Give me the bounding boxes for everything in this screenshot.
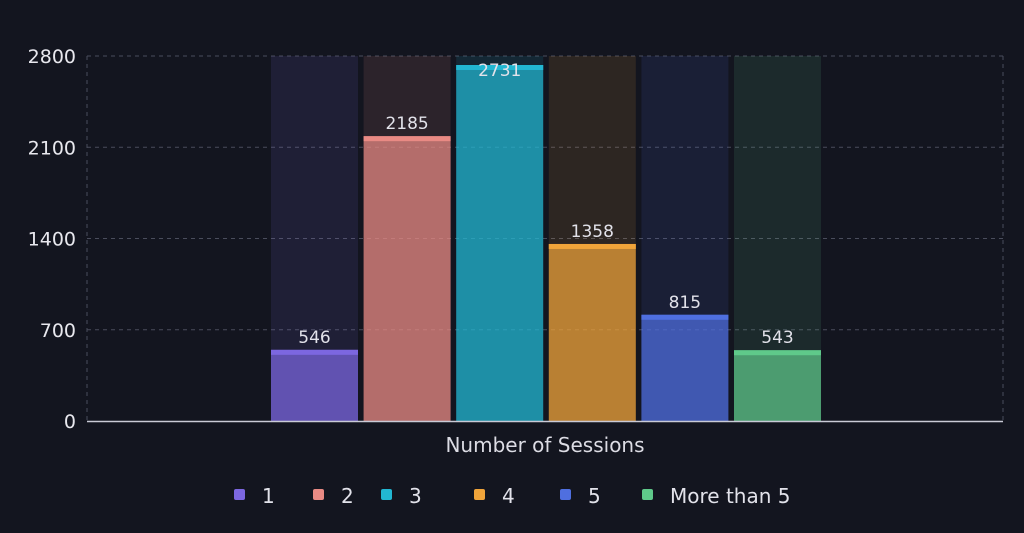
bar-cap	[641, 314, 729, 320]
legend-swatch	[234, 489, 245, 500]
legend-label: 4	[502, 484, 515, 508]
bars	[271, 64, 821, 422]
legend-label: More than 5	[670, 484, 790, 508]
bar[interactable]	[271, 349, 358, 421]
data-label: 1358	[571, 222, 614, 242]
data-labels: 546 2185 2731 1358 815 543	[298, 61, 793, 348]
legend-label: 3	[409, 484, 422, 508]
x-axis-title: Number of Sessions	[445, 433, 644, 457]
y-tick-label: 2800	[28, 46, 76, 68]
y-tick-label: 0	[64, 411, 76, 433]
legend-swatch	[474, 489, 485, 500]
bar-cap	[363, 136, 451, 142]
legend-swatch	[313, 489, 324, 500]
legend-label: 2	[341, 484, 354, 508]
legend-swatch	[642, 489, 653, 500]
data-label: 2731	[478, 61, 521, 81]
y-tick-label: 2100	[28, 137, 76, 159]
axes: 0 700 1400 2100 2800	[28, 46, 1003, 433]
grid	[86, 55, 1004, 421]
y-tick-label: 1400	[28, 229, 76, 251]
bar[interactable]	[734, 350, 821, 421]
legend-item[interactable]: 5	[560, 484, 601, 508]
bar[interactable]	[363, 136, 451, 421]
legend-item[interactable]: 2	[313, 484, 354, 508]
data-label: 543	[761, 328, 793, 348]
legend: 1 2 3 4 5 More than 5	[234, 484, 790, 508]
legend-swatch	[560, 489, 571, 500]
legend-swatch	[381, 489, 392, 500]
bar[interactable]	[641, 314, 729, 421]
y-tick-label: 700	[40, 320, 76, 342]
legend-label: 5	[588, 484, 601, 508]
legend-item[interactable]: 3	[381, 484, 422, 508]
data-label: 2185	[385, 114, 428, 134]
bar[interactable]	[548, 243, 636, 421]
legend-item[interactable]: 4	[474, 484, 515, 508]
legend-item[interactable]: More than 5	[642, 484, 790, 508]
bar[interactable]	[456, 64, 544, 422]
bar-cap	[456, 64, 544, 70]
bar-cap	[271, 349, 358, 355]
bar-cap	[734, 350, 821, 356]
data-label: 815	[669, 293, 701, 313]
bar-cap	[548, 243, 636, 249]
legend-label: 1	[262, 484, 275, 508]
legend-item[interactable]: 1	[234, 484, 275, 508]
data-label: 546	[298, 328, 330, 348]
